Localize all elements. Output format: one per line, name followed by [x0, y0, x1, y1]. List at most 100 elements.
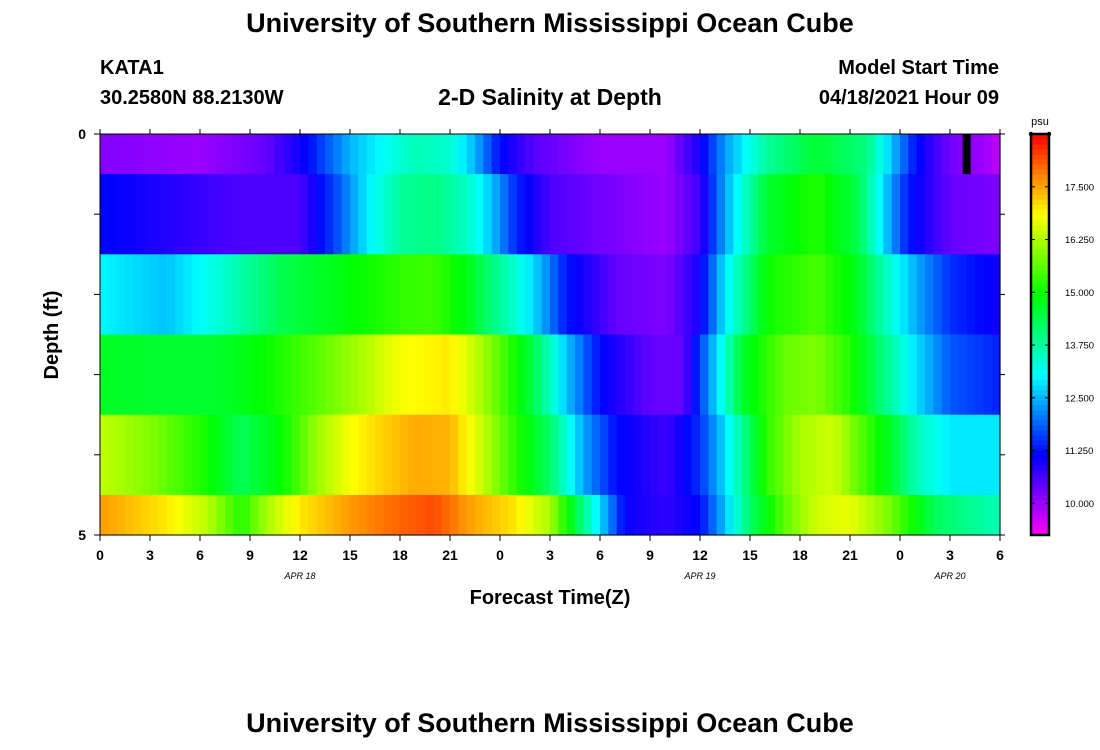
heatmap-cell: [825, 174, 834, 255]
heatmap-cell: [158, 174, 168, 255]
heatmap-cell: [566, 414, 576, 496]
heatmap-cell: [508, 414, 518, 496]
heatmap-cell: [950, 134, 959, 175]
colorbar-segment: [1031, 329, 1049, 336]
heatmap-cell: [733, 334, 743, 416]
heatmap-cell: [341, 254, 351, 336]
heatmap-cell: [866, 494, 876, 536]
heatmap-cell: [858, 414, 868, 496]
heatmap-cell: [258, 494, 268, 536]
heatmap-cell: [658, 334, 668, 416]
heatmap-cell: [925, 494, 934, 536]
colorbar-tick-label: 16.250: [1065, 235, 1094, 246]
heatmap-cell: [516, 334, 526, 416]
heatmap-cell: [616, 334, 626, 416]
heatmap-cell: [975, 174, 984, 255]
colorbar-segment: [1031, 304, 1049, 311]
heatmap-cell: [591, 254, 601, 336]
date-label: APR 19: [683, 571, 715, 581]
heatmap-cell: [908, 334, 918, 416]
colorbar-segment: [1031, 374, 1049, 381]
heatmap-cell: [575, 254, 584, 336]
heatmap-cell: [858, 334, 868, 416]
heatmap-cell: [833, 494, 843, 536]
colorbar-segment: [1031, 209, 1049, 215]
heatmap-cell: [416, 134, 426, 175]
heatmap-cell: [775, 254, 784, 336]
heatmap-cell: [750, 334, 759, 416]
colorbar-segment: [1031, 134, 1049, 140]
heatmap-cell: [125, 334, 134, 416]
station-id: KATA1: [100, 57, 164, 79]
heatmap-cell: [750, 254, 759, 336]
colorbar-segment: [1031, 364, 1049, 371]
heatmap-cell: [558, 334, 568, 416]
heatmap-cell: [458, 414, 468, 496]
heatmap-cell: [233, 174, 243, 255]
heatmap-cell: [158, 494, 168, 536]
colorbar-segment: [1031, 159, 1049, 165]
colorbar-cap-left: [1028, 131, 1034, 137]
colorbar-segment: [1031, 384, 1049, 391]
heatmap-cell: [475, 254, 484, 336]
colorbar-segment: [1031, 164, 1049, 170]
heatmap-cell: [741, 414, 751, 496]
colorbar-segment: [1031, 489, 1049, 496]
heatmap-cell: [941, 414, 951, 496]
footer-title: University of Southern Mississippi Ocean…: [246, 708, 854, 738]
heatmap-cell: [525, 414, 534, 496]
heatmap-cell: [766, 494, 776, 536]
heatmap-cell: [483, 334, 493, 416]
heatmap-cell: [458, 134, 468, 175]
heatmap-cell: [108, 334, 118, 416]
heatmap-cell: [175, 334, 184, 416]
heatmap-cell: [483, 494, 493, 536]
heatmap-cell: [525, 174, 534, 255]
colorbar-segment: [1031, 479, 1049, 486]
heatmap-cell: [166, 134, 176, 175]
heatmap-cell: [416, 174, 426, 255]
heatmap-cell: [700, 174, 709, 255]
heatmap-cell: [500, 134, 509, 175]
colorbar-segment: [1031, 199, 1049, 205]
heatmap-cell: [641, 334, 651, 416]
heatmap-cell: [241, 494, 251, 536]
heatmap-cell: [616, 494, 626, 536]
heatmap-cell: [466, 494, 476, 536]
heatmap-cell: [208, 134, 218, 175]
colorbar-tick-label: 11.250: [1065, 446, 1093, 457]
x-tick-label: 21: [842, 547, 858, 563]
heatmap-cell: [633, 414, 643, 496]
heatmap-cell: [108, 134, 118, 175]
heatmap-cell: [150, 494, 159, 536]
date-label: APR 20: [933, 571, 965, 581]
heatmap-cell: [816, 414, 826, 496]
heatmap-cell: [525, 334, 534, 416]
heatmap-cell: [300, 494, 309, 536]
heatmap-cell: [725, 334, 734, 416]
heatmap-cell: [666, 134, 676, 175]
heatmap-cell: [325, 254, 334, 336]
heatmap-cell: [100, 334, 109, 416]
heatmap-cell: [966, 414, 976, 496]
heatmap-cell: [266, 334, 276, 416]
heatmap-cell: [908, 134, 918, 175]
heatmap-cell: [166, 494, 176, 536]
heatmap-cell: [425, 254, 434, 336]
heatmap-cell: [833, 174, 843, 255]
heatmap-cell: [733, 414, 743, 496]
colorbar-segment: [1031, 139, 1049, 145]
heatmap-cell: [216, 254, 226, 336]
heatmap-cell: [550, 494, 559, 536]
heatmap-cell: [650, 134, 659, 175]
heatmap-cell: [933, 414, 943, 496]
heatmap-cell: [350, 254, 359, 336]
heatmap-cell: [375, 414, 384, 496]
heatmap-cell: [933, 494, 943, 536]
heatmap-cell: [683, 134, 693, 175]
heatmap-cell: [133, 414, 143, 496]
heatmap-cell: [241, 174, 251, 255]
heatmap-cell: [908, 174, 918, 255]
x-tick-label: 9: [246, 547, 254, 563]
heatmap-cell: [991, 134, 1001, 175]
